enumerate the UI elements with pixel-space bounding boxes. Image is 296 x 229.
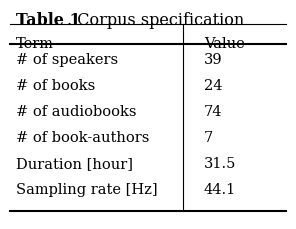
Text: Sampling rate [Hz]: Sampling rate [Hz] <box>16 182 158 196</box>
Text: Value: Value <box>204 36 244 50</box>
Text: . Corpus specification: . Corpus specification <box>67 11 244 28</box>
Text: # of audiobooks: # of audiobooks <box>16 104 136 118</box>
Text: # of speakers: # of speakers <box>16 52 118 66</box>
Text: Duration [hour]: Duration [hour] <box>16 156 133 170</box>
Text: # of book-authors: # of book-authors <box>16 130 149 144</box>
Text: # of books: # of books <box>16 78 95 92</box>
Text: Term: Term <box>16 36 54 50</box>
Text: 7: 7 <box>204 130 213 144</box>
Text: 24: 24 <box>204 78 222 92</box>
Text: 44.1: 44.1 <box>204 182 236 196</box>
Text: 39: 39 <box>204 52 222 66</box>
Text: 74: 74 <box>204 104 222 118</box>
Text: 31.5: 31.5 <box>204 156 236 170</box>
Text: Table 1: Table 1 <box>16 11 81 28</box>
